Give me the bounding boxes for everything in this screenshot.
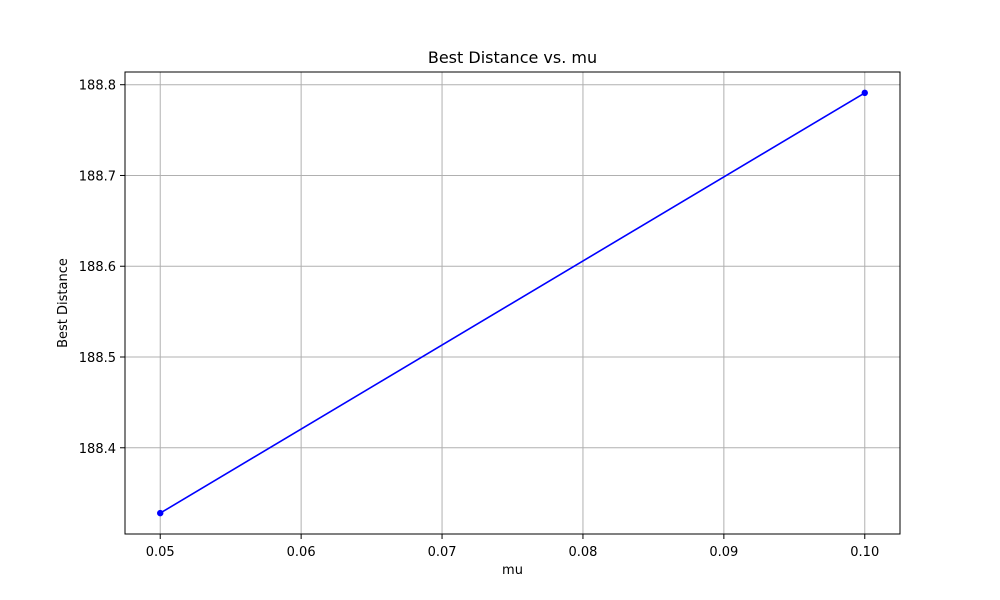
x-tick-label: 0.08: [568, 545, 597, 560]
x-axis-ticks: 0.05 0.06 0.07 0.08 0.09 0.10: [146, 534, 879, 560]
x-axis-title: mu: [502, 563, 523, 578]
y-axis-ticks: 188.4 188.5 188.6 188.7 188.8: [79, 79, 125, 457]
x-tick-label: 0.05: [146, 545, 175, 560]
y-tick-label: 188.6: [79, 260, 116, 275]
y-tick-label: 188.8: [79, 79, 116, 94]
series-line: [159, 92, 866, 514]
data-point: [861, 89, 868, 97]
chart-title: Best Distance vs. mu: [428, 48, 597, 67]
x-tick-label: 0.10: [850, 545, 879, 560]
y-tick-label: 188.7: [79, 169, 116, 184]
y-tick-label: 188.5: [79, 351, 116, 366]
x-tick-label: 0.09: [709, 545, 738, 560]
plot-frame: [124, 71, 901, 535]
y-tick-label: 188.4: [79, 442, 116, 457]
series-layer: [157, 89, 868, 517]
x-tick-label: 0.06: [287, 545, 316, 560]
grid: [125, 72, 900, 534]
x-tick-label: 0.07: [428, 545, 457, 560]
y-axis-title: Best Distance: [56, 258, 71, 348]
data-point: [157, 509, 164, 517]
